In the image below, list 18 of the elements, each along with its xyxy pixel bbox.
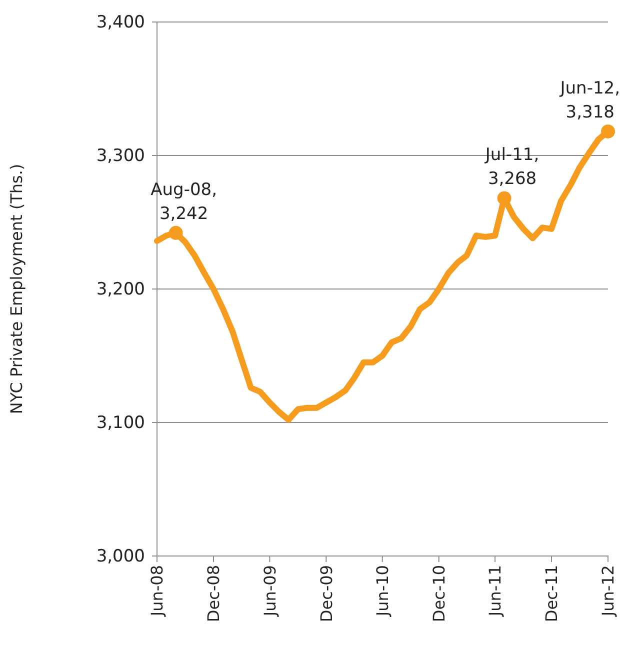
x-tick-label: Dec-09 bbox=[316, 565, 336, 622]
x-tick-label: Jun-08 bbox=[148, 565, 167, 618]
x-tick-label: Jun-11 bbox=[486, 565, 505, 618]
x-tick-label: Dec-10 bbox=[429, 565, 448, 622]
y-tick-label: 3,100 bbox=[96, 412, 145, 433]
y-tick-label: 3,000 bbox=[96, 546, 145, 566]
x-tick-label: Jun-10 bbox=[372, 565, 392, 618]
y-tick-label: 3,200 bbox=[96, 279, 145, 300]
x-tick-label: Dec-11 bbox=[542, 565, 562, 622]
x-tick-label: Dec-08 bbox=[204, 565, 224, 622]
y-axis-title: NYC Private Employment (Ths.) bbox=[7, 164, 26, 414]
annotation: Aug-08, 3,242 bbox=[150, 180, 218, 224]
annotation: Jul-11, 3,268 bbox=[484, 145, 540, 190]
annotation: Jun-12, 3,318 bbox=[559, 78, 620, 122]
y-tick-label: 3,300 bbox=[96, 146, 145, 166]
x-tick-label: Jun-12 bbox=[598, 565, 618, 618]
y-tick-label: 3,400 bbox=[96, 12, 145, 32]
x-tick-label: Jun-09 bbox=[260, 565, 280, 618]
